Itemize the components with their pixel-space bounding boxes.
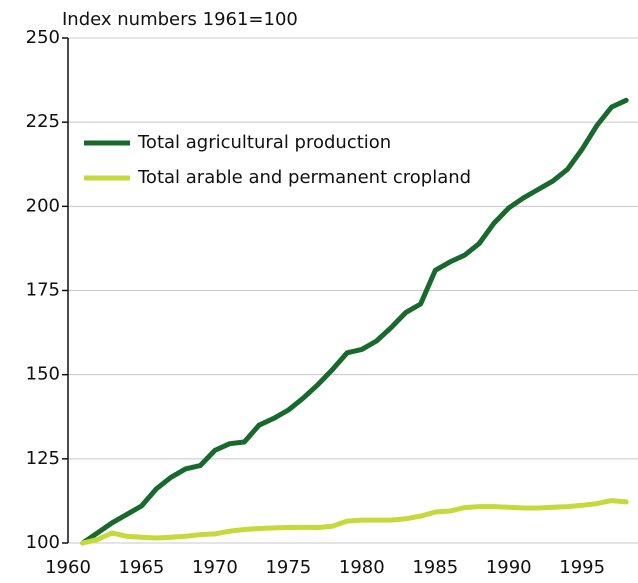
x-tick-label: 1965 xyxy=(119,557,165,578)
x-tick-label: 1970 xyxy=(192,557,238,578)
y-tick-label: 225 xyxy=(26,111,60,132)
y-tick-label: 175 xyxy=(26,280,60,301)
y-axis-label: Index numbers 1961=100 xyxy=(62,9,298,30)
x-tick-label: 1975 xyxy=(265,557,311,578)
y-tick-label: 150 xyxy=(26,364,60,385)
series-line xyxy=(80,498,629,546)
y-tick-label: 250 xyxy=(26,27,60,48)
legend-label: Total agricultural production xyxy=(137,132,391,153)
x-tick-label: 1995 xyxy=(559,557,605,578)
x-tick-label: 1960 xyxy=(45,557,91,578)
y-tick-label: 125 xyxy=(26,448,60,469)
series-line xyxy=(80,97,629,546)
x-tick-label: 1980 xyxy=(339,557,385,578)
x-tick-label: 1990 xyxy=(486,557,532,578)
y-tick-label: 200 xyxy=(26,195,60,216)
y-tick-label: 100 xyxy=(26,532,60,553)
x-tick-label: 1985 xyxy=(412,557,458,578)
legend-label: Total arable and permanent cropland xyxy=(137,167,471,188)
